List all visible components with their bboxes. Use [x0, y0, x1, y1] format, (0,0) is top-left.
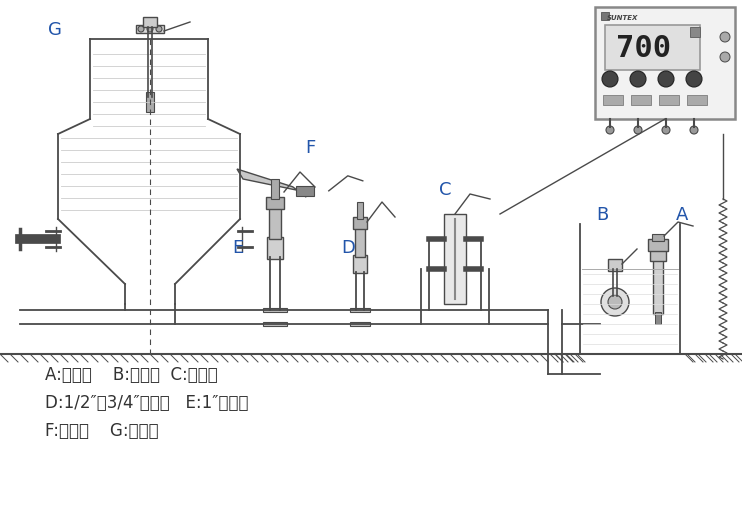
Text: A: A [676, 206, 688, 223]
Bar [136, 26, 164, 34]
Circle shape [630, 72, 646, 88]
Bar [608, 260, 622, 271]
Bar [271, 180, 279, 200]
Bar [353, 217, 367, 230]
Text: D:1/2″、3/4″管路式   E:1″管路式: D:1/2″、3/4″管路式 E:1″管路式 [45, 393, 249, 411]
Bar [653, 260, 663, 315]
Bar [603, 96, 623, 106]
Circle shape [720, 33, 730, 43]
Bar [655, 313, 661, 324]
Bar [631, 96, 651, 106]
Bar [595, 8, 735, 120]
Circle shape [690, 127, 698, 135]
Text: D: D [341, 239, 355, 257]
Bar [267, 238, 283, 260]
Bar [143, 18, 157, 28]
Bar [601, 13, 609, 21]
Circle shape [602, 72, 618, 88]
Bar [659, 96, 679, 106]
Bar [350, 322, 370, 326]
Circle shape [147, 27, 153, 33]
Circle shape [156, 27, 162, 33]
Bar [605, 26, 700, 71]
Bar [266, 197, 284, 210]
Text: C: C [439, 181, 451, 199]
Bar [690, 28, 700, 38]
Bar [648, 240, 668, 251]
Circle shape [720, 53, 730, 63]
Circle shape [138, 27, 144, 33]
Polygon shape [237, 169, 310, 197]
Text: 700: 700 [617, 34, 672, 63]
Bar [355, 228, 365, 258]
Bar [650, 249, 666, 262]
Circle shape [601, 289, 629, 317]
Circle shape [634, 127, 642, 135]
Bar [350, 308, 370, 313]
Bar [687, 96, 707, 106]
Bar [146, 93, 154, 113]
Bar [353, 256, 367, 273]
Text: B: B [596, 206, 608, 223]
Bar [357, 203, 363, 219]
Bar [444, 215, 466, 304]
Circle shape [662, 127, 670, 135]
Bar [269, 208, 281, 240]
Bar [296, 186, 314, 196]
Text: A:沉入式    B:浮动式  C:引流式: A:沉入式 B:浮动式 C:引流式 [45, 365, 217, 383]
Text: E: E [232, 239, 243, 257]
Bar [263, 308, 287, 313]
Bar [652, 235, 664, 242]
Circle shape [608, 295, 622, 309]
Text: F: F [305, 139, 315, 157]
Text: G: G [48, 21, 62, 39]
Text: F:侧插式    G:顶插式: F:侧插式 G:顶插式 [45, 421, 159, 439]
Circle shape [686, 72, 702, 88]
Text: SUNTEX: SUNTEX [607, 15, 638, 21]
Bar [263, 322, 287, 326]
Circle shape [606, 127, 614, 135]
Circle shape [658, 72, 674, 88]
